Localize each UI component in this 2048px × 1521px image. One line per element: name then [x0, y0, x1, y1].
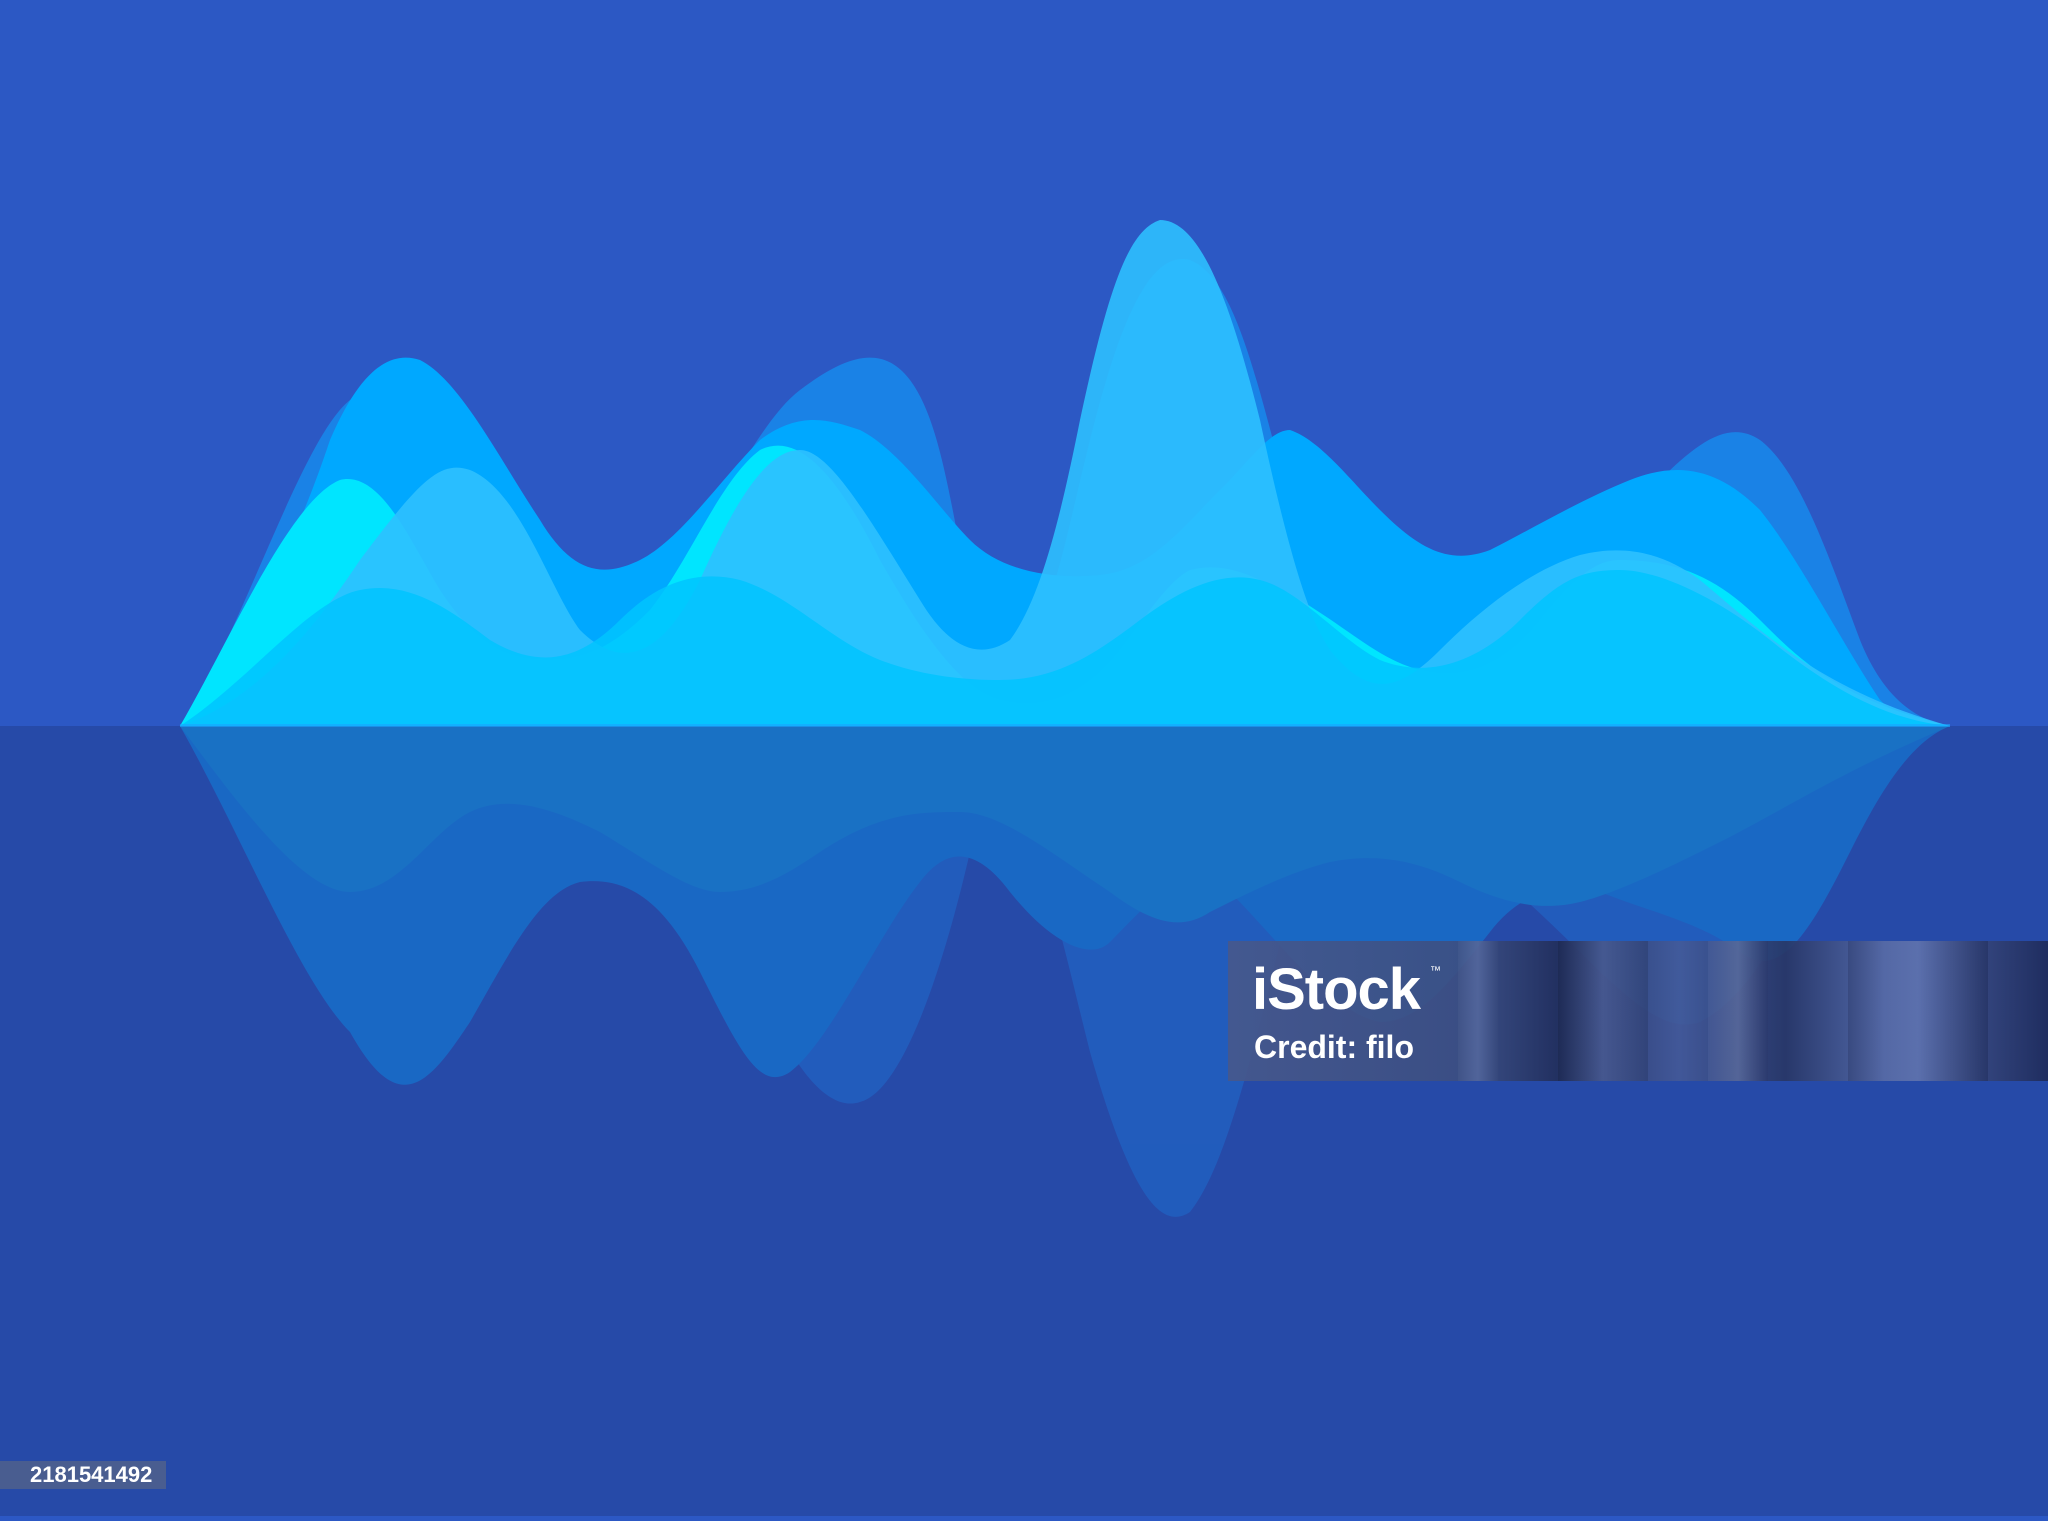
image-id-label: 2181541492	[0, 1461, 167, 1489]
istock-logo: iStock	[1252, 957, 1421, 1022]
watermark-streak	[1558, 941, 1648, 1081]
floor-background	[0, 726, 2048, 1516]
horizon-line	[180, 724, 1950, 727]
istock-watermark: iStock ™ Credit: filo	[1228, 941, 2048, 1081]
sound-wave-light	[180, 220, 1950, 726]
sound-wave-reflection	[180, 726, 1950, 1217]
sound-wave-base	[180, 570, 1950, 726]
watermark-streak	[1458, 941, 1498, 1081]
watermark-streak	[1848, 941, 1988, 1081]
trademark-mark: ™	[1430, 965, 1441, 977]
watermark-streak	[1708, 941, 1768, 1081]
credit-text: Credit: filo	[1254, 1029, 1414, 1065]
